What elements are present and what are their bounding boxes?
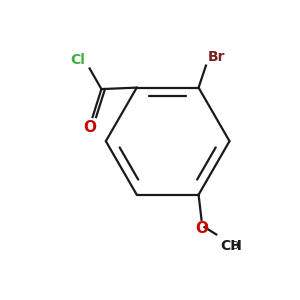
Text: O: O [83,120,96,135]
Text: Cl: Cl [70,53,85,67]
Text: 3: 3 [232,241,238,251]
Text: O: O [195,221,208,236]
Text: CH: CH [221,239,242,253]
Text: Br: Br [207,50,225,64]
